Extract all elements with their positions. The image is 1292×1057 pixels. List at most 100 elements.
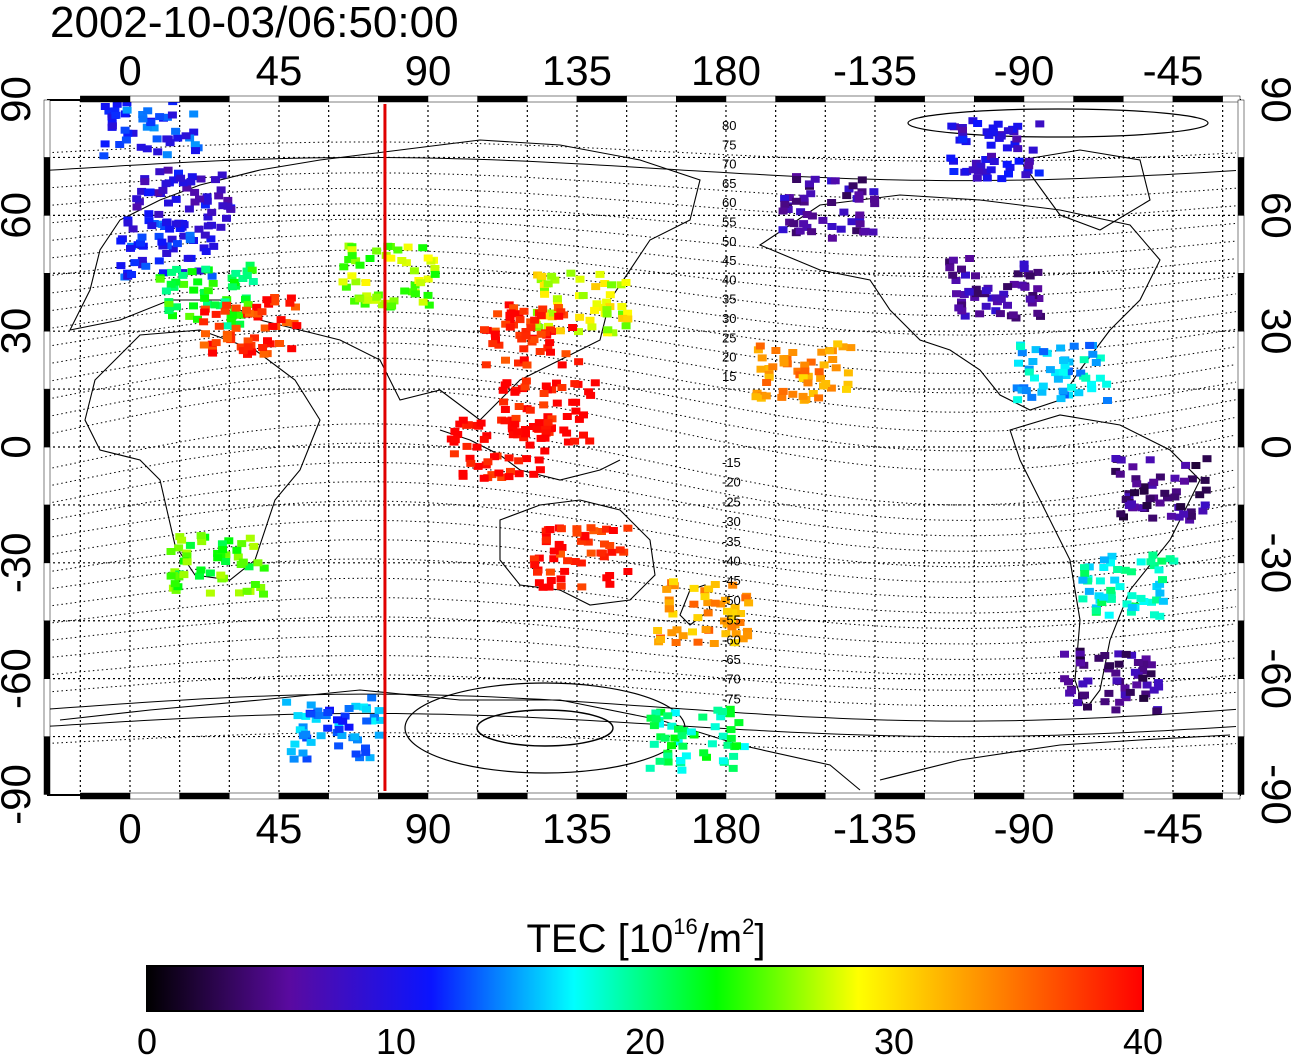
tec-pixel-indonesia xyxy=(514,457,524,465)
colorbar-title-exp1: 16 xyxy=(673,914,698,939)
coastline xyxy=(499,499,656,606)
tec-pixel-australia xyxy=(545,526,555,533)
tec-pixel-south-america-north xyxy=(1170,493,1180,501)
tec-pixel-east-asia-japan xyxy=(552,295,562,303)
tec-pixel-north-atlantic-high-lat xyxy=(189,110,199,118)
tec-pixel-south-africa xyxy=(174,573,184,581)
edge-bar-top xyxy=(1023,95,1074,103)
tec-pixel-indonesia xyxy=(482,432,492,440)
tec-pixel-south-america-north xyxy=(1149,478,1159,486)
tec-pixel-north-atlantic-high-lat xyxy=(173,134,183,142)
tec-pixel-north-atlantic-high-lat xyxy=(136,143,146,151)
tec-pixel-alaska xyxy=(857,176,867,184)
tec-pixel-south-america-north xyxy=(1171,488,1181,496)
contour-line xyxy=(48,357,1237,433)
tec-pixel-middle-east xyxy=(270,298,280,306)
tec-pixel-scandinavia xyxy=(186,178,196,186)
tec-pixel-new-zealand xyxy=(735,619,745,626)
tec-pixel-scandinavia xyxy=(187,173,197,181)
tec-pixel-east-asia-japan xyxy=(623,315,633,323)
tec-pixel-north-america xyxy=(999,290,1009,298)
tec-pixel-antarctica-pacific xyxy=(726,726,736,734)
contour-labels: 80 75 70 65 60 55 50 45 40 35 30 25 20 15 -15 -20 -25 -30… xyxy=(722,118,741,706)
tec-pixel-canada-arctic xyxy=(988,128,998,136)
tec-pixel-middle-east xyxy=(275,340,284,347)
tec-pixel-north-america xyxy=(1019,265,1029,272)
tec-pixel-south-america-south xyxy=(1154,566,1164,574)
tec-pixel-north-atlantic-high-lat xyxy=(121,136,131,144)
tec-pixel-southeast-asia xyxy=(570,437,580,445)
map-title: 2002-10-03/06:50:00 xyxy=(50,0,459,47)
tec-pixel-middle-east xyxy=(252,303,262,311)
lon-tick-label-top: 90 xyxy=(405,47,452,94)
tec-pixel-australia xyxy=(556,525,566,533)
tec-pixel-caribbean xyxy=(1039,348,1049,356)
tec-pixel-south-america-south xyxy=(1115,583,1125,591)
tec-pixel-europe xyxy=(116,237,126,245)
contour-label: 35 xyxy=(722,292,736,307)
tec-pixel-antarctic-coast xyxy=(351,750,361,758)
tec-pixel-canada-arctic xyxy=(986,166,996,174)
tec-pixel-south-africa xyxy=(249,542,259,550)
tec-pixel-south-america-south xyxy=(1136,558,1146,566)
tec-pixel-north-america xyxy=(965,255,975,262)
tec-pixel-south-america-north xyxy=(1198,507,1208,515)
tec-pixel-south-america-north xyxy=(1166,512,1176,520)
tec-pixel-south-africa xyxy=(205,589,215,597)
tec-pixel-east-asia-japan xyxy=(621,279,631,286)
lon-tick-label-bottom: 90 xyxy=(405,805,452,852)
tec-pixel-east-asia-japan xyxy=(575,313,585,321)
tec-pixel-south-africa xyxy=(216,571,226,579)
tec-pixel-north-atlantic-high-lat xyxy=(153,148,163,156)
tec-pixel-antarctic-coast xyxy=(344,705,354,712)
tec-pixel-north-america xyxy=(948,256,958,264)
tec-pixel-central-asia xyxy=(351,257,361,265)
lat-tick-label-right: -60 xyxy=(1253,648,1292,709)
lon-tick-label-bottom: 45 xyxy=(256,805,303,852)
tec-pixel-southeast-asia xyxy=(585,437,595,445)
tec-pixel-mediterranean xyxy=(172,265,182,273)
contour-label: 40 xyxy=(722,272,736,287)
tec-pixel-north-america xyxy=(996,295,1006,303)
tec-pixel-europe xyxy=(183,254,193,262)
tec-pixel-scandinavia xyxy=(132,203,142,211)
tec-pixel-middle-east xyxy=(263,337,272,345)
tec-pixel-australia xyxy=(605,542,615,549)
tec-pixel-caribbean xyxy=(1091,359,1101,366)
tec-pixel-indonesia xyxy=(534,456,544,464)
tec-pixel-central-asia xyxy=(387,302,397,310)
tec-pixel-south-america-south xyxy=(1080,570,1090,577)
tec-pixel-caribbean xyxy=(1081,374,1091,382)
tec-pixel-china xyxy=(481,361,491,369)
tec-pixel-antarctic-coast xyxy=(323,709,333,716)
lat-tick-label-right: -90 xyxy=(1253,764,1292,825)
tec-pixel-australia xyxy=(586,524,596,532)
tec-pixel-canada-arctic xyxy=(1014,157,1024,165)
tec-pixel-canada-arctic xyxy=(1024,157,1034,165)
contour-line xyxy=(48,156,1237,182)
tec-pixel-north-america xyxy=(1027,299,1037,307)
tec-pixel-scandinavia xyxy=(179,221,189,229)
tec-pixel-south-america-north xyxy=(1186,508,1196,516)
tec-pixel-patagonia xyxy=(1083,703,1092,711)
tec-pixel-mediterranean xyxy=(227,283,237,291)
tec-pixel-new-zealand xyxy=(688,628,697,636)
tec-pixel-china xyxy=(574,358,584,366)
edge-bar-bottom xyxy=(129,792,180,800)
tec-pixel-north-atlantic-high-lat xyxy=(100,140,110,148)
tec-pixel-central-asia xyxy=(430,265,440,272)
coastline xyxy=(439,429,621,481)
contour-label: 25 xyxy=(722,330,736,345)
tec-pixel-antarctica-pacific xyxy=(667,722,677,730)
tec-pixel-china xyxy=(519,345,529,353)
tec-pixel-antarctic-coast xyxy=(361,744,370,752)
edge-bar-left xyxy=(43,678,51,737)
tec-pixel-east-asia-japan xyxy=(623,309,633,317)
tec-pixel-indonesia xyxy=(504,473,514,481)
tec-pixel-mediterranean xyxy=(208,279,218,287)
tec-pixel-south-america-south xyxy=(1127,592,1137,600)
tec-pixel-mediterranean xyxy=(155,275,165,283)
tec-pixel-canada-arctic xyxy=(986,141,996,149)
tec-pixel-antarctic-coast xyxy=(337,732,347,739)
tec-pixel-south-america-north xyxy=(1202,455,1212,463)
